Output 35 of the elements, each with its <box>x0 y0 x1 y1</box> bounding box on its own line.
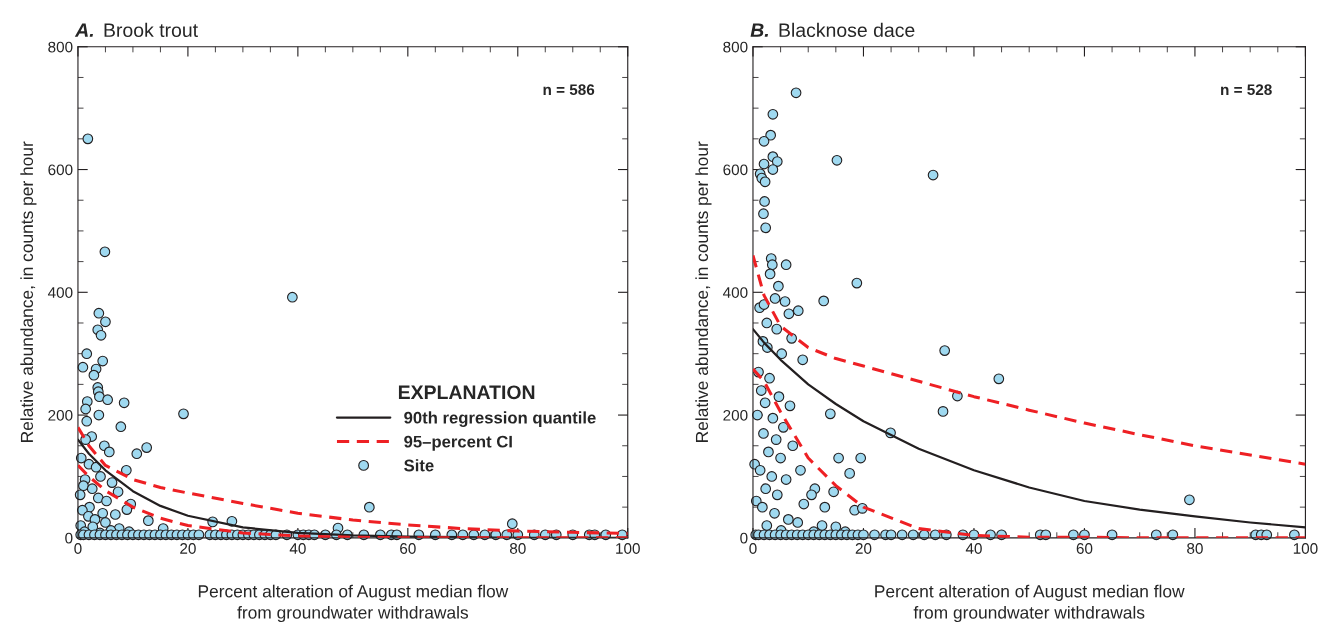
x-tick-label: 0 <box>749 543 757 554</box>
chart-title: A. Brook trout <box>74 22 198 38</box>
y-tick-label: 400 <box>722 287 748 298</box>
x-tick-label: 100 <box>1293 543 1318 554</box>
x-tick-label: 40 <box>289 543 306 554</box>
x-tick-label: 20 <box>180 543 196 554</box>
x-axis-title: Percent alteration of August median flow from groundwater withdrawals <box>198 584 509 623</box>
y-tick-label: 600 <box>48 164 73 176</box>
y-tick-label: 200 <box>48 409 73 421</box>
x-tick-label: 0 <box>74 543 82 554</box>
y-tick-label: 200 <box>723 409 748 421</box>
legend-label: 90th regression quantile <box>404 411 596 427</box>
x-tick-label: 100 <box>616 543 640 554</box>
y-tick-label: 800 <box>48 41 73 53</box>
x-tick-label: 80 <box>1187 543 1203 554</box>
y-tick-label: 0 <box>740 532 748 544</box>
x-tick-label: 60 <box>400 543 416 554</box>
x-tick-label: 80 <box>509 543 526 554</box>
legend-title: EXPLANATION <box>398 385 535 400</box>
y-tick-label: 800 <box>723 41 748 53</box>
legend-label: Site <box>404 459 434 472</box>
annotation: n = 586 <box>543 84 595 96</box>
legend-label: 95–percent CI <box>404 435 512 451</box>
y-tick-label: 0 <box>65 532 73 544</box>
x-tick-label: 20 <box>855 543 872 554</box>
x-tick-label: 60 <box>1076 543 1093 554</box>
line-series <box>752 253 1306 466</box>
y-axis-title: Relative abundance, in counts per hour <box>695 141 712 442</box>
y-axis-title: Relative abundance, in counts per hour <box>20 141 37 442</box>
chart-title: B. Blacknose dace <box>750 22 915 38</box>
x-axis-title: Percent alteration of August median flow from groundwater withdrawals <box>875 584 1185 623</box>
x-tick-label: 40 <box>965 543 982 554</box>
y-tick-label: 600 <box>723 164 748 176</box>
y-tick-label: 400 <box>47 287 73 298</box>
annotation: n = 528 <box>1221 84 1272 96</box>
